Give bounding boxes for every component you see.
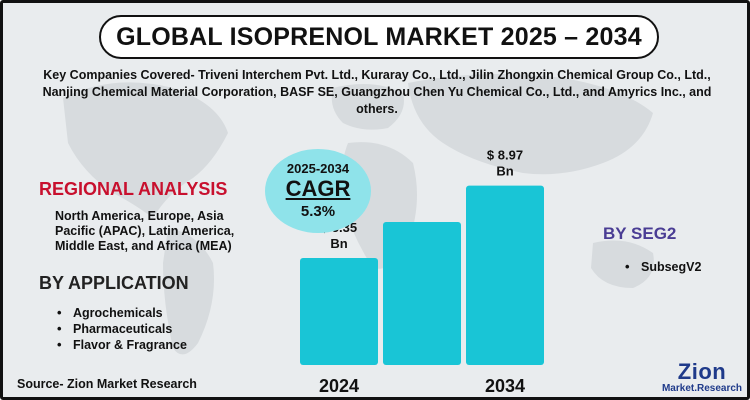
bar-mid-1: [383, 222, 461, 365]
data-label-2024: Bn: [330, 236, 347, 251]
x-tick-label-2034: 2034: [485, 376, 525, 396]
cagr-value: 5.3%: [300, 203, 336, 220]
companies-line-1: Key Companies Covered- Triveni Interchem…: [43, 68, 711, 82]
application-list: Agrochemicals Pharmaceuticals Flavor & F…: [55, 305, 187, 353]
key-companies-text: Key Companies Covered- Triveni Interchem…: [9, 67, 745, 118]
by-seg2-title: BY SEG2: [603, 224, 677, 243]
by-application-title: BY APPLICATION: [39, 273, 189, 293]
application-item: Flavor & Fragrance: [55, 337, 187, 353]
bar-2024: [300, 258, 378, 365]
application-item: Pharmaceuticals: [55, 321, 187, 337]
companies-line-2: Nanjing Chemical Material Corporation, B…: [42, 85, 712, 99]
cagr-badge: 2025-2034 CAGR 5.3%: [265, 149, 371, 233]
page-title: GLOBAL ISOPRENOL MARKET 2025 – 2034: [99, 15, 659, 59]
seg2-list: SubsegV2: [625, 259, 701, 275]
regional-analysis-title: REGIONAL ANALYSIS: [39, 179, 228, 199]
data-label-2034: Bn: [496, 164, 513, 179]
seg2-item: SubsegV2: [625, 259, 701, 275]
cagr-label: CAGR: [285, 176, 351, 201]
regional-analysis-text: North America, Europe, Asia Pacific (APA…: [55, 209, 235, 253]
bar-2034: [466, 185, 544, 365]
data-label-2034: $ 8.97: [487, 148, 523, 163]
zion-logo: Zion Market.Research: [659, 359, 745, 397]
source-text: Source- Zion Market Research: [17, 377, 197, 391]
application-item: Agrochemicals: [55, 305, 187, 321]
cagr-years: 2025-2034: [286, 161, 350, 176]
logo-top-text: Zion: [677, 359, 727, 384]
x-tick-label-2024: 2024: [319, 376, 359, 396]
companies-line-3: others.: [356, 102, 398, 116]
logo-bottom-text: Market.Research: [661, 383, 743, 394]
